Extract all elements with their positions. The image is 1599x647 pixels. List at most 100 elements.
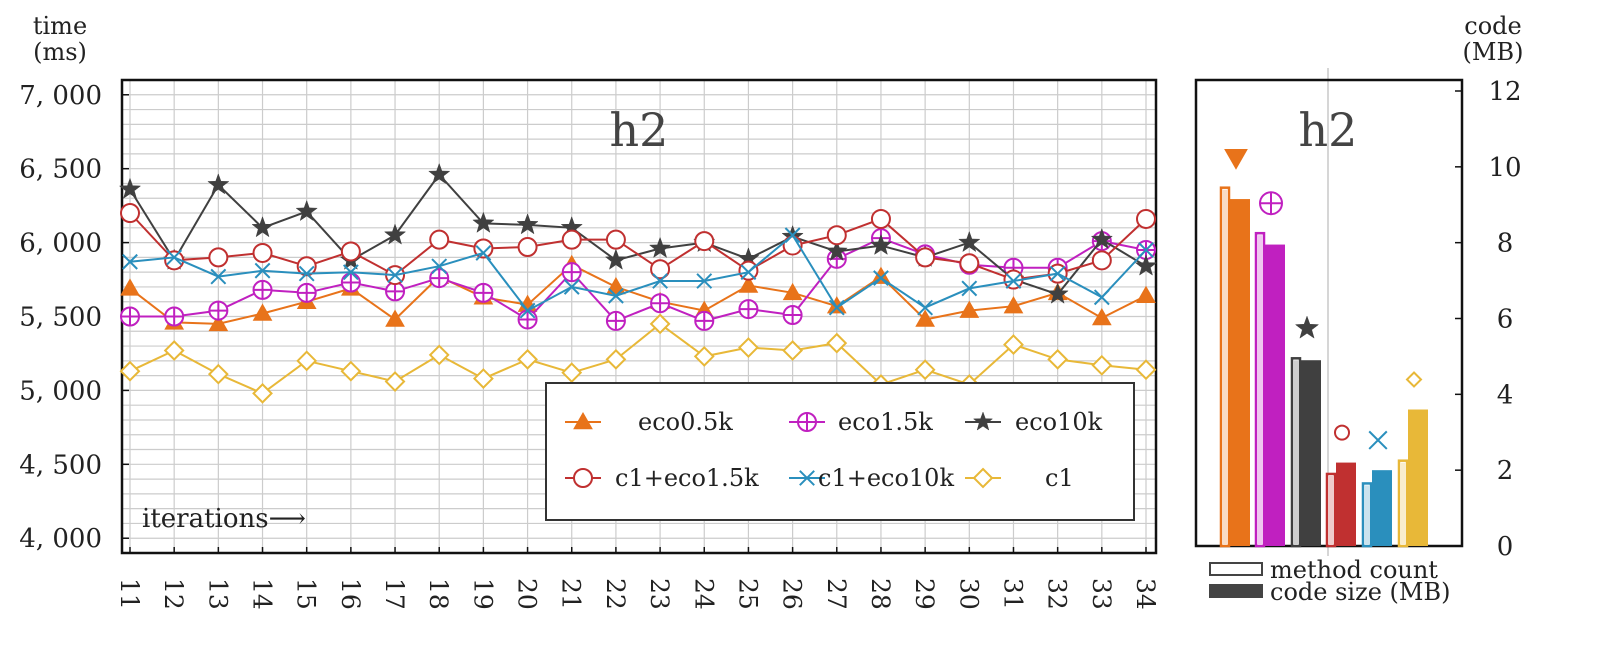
legend-marker bbox=[797, 412, 817, 432]
legend-label: c1+eco10k bbox=[818, 464, 954, 492]
data-point-b bbox=[873, 270, 889, 286]
data-point bbox=[1093, 289, 1110, 306]
legend-marker bbox=[799, 470, 815, 486]
data-point bbox=[738, 299, 759, 320]
data-point bbox=[782, 305, 803, 326]
data-point bbox=[870, 208, 891, 229]
data-point-shape bbox=[1136, 208, 1156, 229]
bar-marker-shape bbox=[1405, 371, 1423, 388]
data-point-shape bbox=[826, 225, 847, 246]
data-point bbox=[605, 229, 626, 250]
data-point-b bbox=[608, 287, 624, 304]
data-point-shape bbox=[516, 213, 539, 235]
data-point-shape bbox=[118, 177, 142, 199]
data-point bbox=[164, 306, 185, 327]
data-point bbox=[252, 382, 273, 404]
data-point bbox=[1135, 359, 1157, 381]
data-point-b bbox=[122, 253, 138, 270]
x-tick-label: 12 bbox=[159, 578, 188, 610]
y-tick-label: 6, 500 bbox=[19, 155, 102, 185]
data-point bbox=[605, 310, 626, 331]
bar-marker bbox=[1294, 315, 1320, 339]
data-point bbox=[649, 313, 671, 335]
data-point bbox=[252, 279, 273, 300]
data-point-shape bbox=[959, 300, 980, 318]
data-point-shape bbox=[340, 360, 362, 382]
bar-y-tick-label: 10 bbox=[1488, 153, 1521, 183]
bar-marker bbox=[1405, 371, 1423, 388]
data-point bbox=[648, 236, 672, 258]
bar-y-tick-label: 6 bbox=[1497, 305, 1514, 335]
data-point bbox=[961, 280, 978, 297]
data-point-shape bbox=[915, 247, 936, 268]
data-point-shape bbox=[914, 359, 936, 381]
data-point bbox=[119, 360, 141, 382]
bar-method-count-fill bbox=[1223, 189, 1227, 544]
data-point bbox=[1091, 354, 1113, 376]
bar-marker-shape bbox=[1334, 424, 1350, 441]
data-point bbox=[517, 309, 538, 330]
data-point bbox=[1049, 265, 1066, 282]
bar-group-eco10k bbox=[1290, 315, 1321, 548]
data-point-shape bbox=[1091, 307, 1112, 326]
data-point bbox=[431, 258, 448, 275]
data-point-shape bbox=[1136, 285, 1156, 304]
data-point-b bbox=[1093, 289, 1110, 306]
data-point-shape bbox=[605, 348, 627, 370]
data-point bbox=[517, 237, 538, 258]
data-point-shape bbox=[604, 248, 628, 270]
y-tick-label: 7, 000 bbox=[19, 81, 102, 111]
data-point bbox=[1046, 282, 1069, 304]
legend-label: eco1.5k bbox=[838, 408, 933, 436]
data-point-shape bbox=[119, 360, 141, 382]
x-tick-label: 23 bbox=[645, 578, 674, 610]
data-point-shape bbox=[295, 199, 318, 222]
data-point-shape bbox=[1135, 359, 1157, 381]
data-point bbox=[738, 337, 759, 358]
bar-legend-item: code size (MB) bbox=[1209, 578, 1451, 606]
data-point bbox=[1091, 250, 1112, 271]
data-point bbox=[694, 231, 715, 252]
bar-legend-label: code size (MB) bbox=[1270, 578, 1451, 606]
data-point bbox=[738, 275, 759, 293]
data-point bbox=[608, 287, 624, 304]
bar-code-size bbox=[1301, 360, 1321, 546]
data-point bbox=[782, 282, 803, 301]
data-point-b bbox=[519, 302, 536, 319]
data-point bbox=[428, 344, 450, 366]
bar-method-count-fill bbox=[1294, 360, 1298, 544]
x-tick-label: 32 bbox=[1043, 578, 1072, 610]
data-point bbox=[650, 293, 671, 314]
y-tick-label: 6, 000 bbox=[19, 229, 102, 259]
data-point bbox=[959, 253, 980, 274]
data-point bbox=[869, 233, 893, 255]
data-point bbox=[826, 332, 848, 354]
data-point bbox=[120, 203, 140, 224]
data-point bbox=[384, 371, 406, 392]
legend-label: eco10k bbox=[1015, 408, 1103, 436]
data-point bbox=[873, 270, 889, 286]
data-point-shape bbox=[915, 309, 935, 327]
bar-code-size bbox=[1408, 409, 1428, 546]
data-point-shape bbox=[871, 266, 891, 284]
data-point bbox=[1090, 227, 1114, 250]
bar-code-size bbox=[1372, 470, 1392, 546]
bar-group-c1+eco1.5k bbox=[1325, 424, 1356, 548]
data-point bbox=[782, 340, 804, 361]
legend-item-eco0.5k: eco0.5k bbox=[565, 408, 733, 436]
x-tick-label: 14 bbox=[248, 578, 277, 610]
data-point bbox=[428, 162, 451, 185]
data-point-b bbox=[652, 273, 668, 289]
legend-marker-b bbox=[799, 470, 815, 486]
bar-group-c1 bbox=[1397, 371, 1428, 548]
data-point bbox=[207, 363, 229, 385]
data-point bbox=[252, 303, 273, 321]
data-point-shape bbox=[1090, 227, 1114, 250]
x-tick-label: 20 bbox=[513, 578, 542, 610]
data-point bbox=[340, 241, 361, 262]
data-point-shape bbox=[605, 229, 626, 250]
x-tick-label: 15 bbox=[292, 578, 321, 610]
bar-method-count-fill bbox=[1401, 462, 1405, 544]
x-tick-label: 25 bbox=[733, 578, 762, 610]
data-point bbox=[296, 282, 317, 303]
